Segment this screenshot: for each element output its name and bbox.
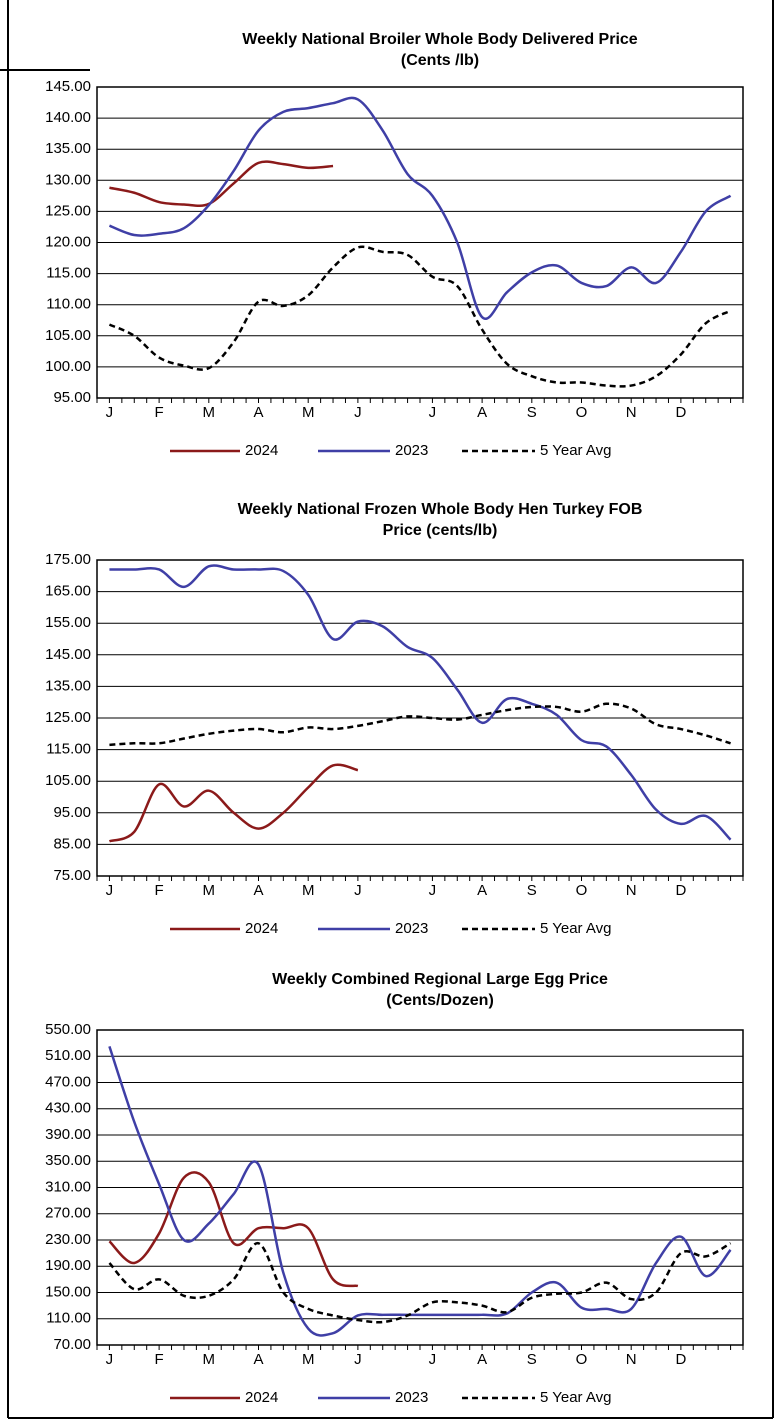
x-tick-label: F xyxy=(155,1351,164,1368)
y-tick-label: 175.00 xyxy=(45,551,91,568)
series-line xyxy=(109,564,732,841)
legend-label: 5 Year Avg xyxy=(540,920,611,937)
chart-title: (Cents/Dozen) xyxy=(386,992,494,1009)
x-tick-label: M xyxy=(302,882,315,899)
legend-label: 2023 xyxy=(395,920,428,937)
y-tick-label: 270.00 xyxy=(45,1205,91,1222)
x-tick-label: O xyxy=(576,882,588,899)
series-line xyxy=(108,1242,732,1324)
y-tick-label: 310.00 xyxy=(45,1178,91,1195)
legend-label: 2023 xyxy=(395,442,428,459)
x-tick-label: J xyxy=(106,1351,114,1368)
y-tick-label: 110.00 xyxy=(46,296,91,313)
x-tick-label: J xyxy=(106,404,114,421)
legend-label: 2024 xyxy=(245,1389,278,1406)
legend-label: 2023 xyxy=(395,1389,428,1406)
y-tick-label: 95.00 xyxy=(53,389,91,406)
y-tick-label: 350.00 xyxy=(45,1152,91,1169)
x-tick-label: O xyxy=(576,1351,588,1368)
x-tick-label: J xyxy=(354,404,362,421)
y-tick-label: 95.00 xyxy=(53,804,91,821)
legend-label: 5 Year Avg xyxy=(540,1389,611,1406)
x-tick-label: F xyxy=(155,404,164,421)
chart-title: Weekly National Broiler Whole Body Deliv… xyxy=(242,31,637,48)
x-tick-label: D xyxy=(675,1351,686,1368)
x-tick-label: J xyxy=(106,882,114,899)
x-tick-label: A xyxy=(477,882,487,899)
x-tick-label: J xyxy=(354,882,362,899)
x-tick-label: N xyxy=(626,1351,637,1368)
chart-title: Price (cents/lb) xyxy=(383,522,498,539)
x-tick-label: F xyxy=(155,882,164,899)
x-tick-label: J xyxy=(429,882,437,899)
x-tick-label: M xyxy=(203,1351,216,1368)
x-tick-label: M xyxy=(302,1351,315,1368)
y-tick-label: 110.00 xyxy=(46,1310,91,1327)
y-tick-label: 105.00 xyxy=(45,772,91,789)
y-tick-label: 145.00 xyxy=(45,646,91,663)
x-tick-label: D xyxy=(675,404,686,421)
y-tick-label: 135.00 xyxy=(45,677,91,694)
y-tick-label: 550.00 xyxy=(45,1021,91,1038)
series-line xyxy=(108,1046,732,1337)
legend-label: 2024 xyxy=(245,920,278,937)
series-line xyxy=(109,702,731,747)
y-tick-label: 190.00 xyxy=(45,1257,91,1274)
x-tick-label: A xyxy=(477,404,487,421)
x-tick-label: O xyxy=(576,404,588,421)
x-tick-label: M xyxy=(203,882,216,899)
x-tick-label: M xyxy=(302,404,315,421)
legend-label: 2024 xyxy=(245,442,278,459)
y-tick-label: 75.00 xyxy=(53,867,91,884)
x-tick-label: J xyxy=(429,1351,437,1368)
y-tick-label: 135.00 xyxy=(45,140,91,157)
y-tick-label: 70.00 xyxy=(53,1336,91,1353)
x-tick-label: N xyxy=(626,882,637,899)
series-line xyxy=(108,245,732,388)
y-tick-label: 100.00 xyxy=(45,358,91,375)
y-tick-label: 105.00 xyxy=(45,327,91,344)
series-line xyxy=(108,96,732,321)
x-tick-label: S xyxy=(527,1351,537,1368)
y-tick-label: 470.00 xyxy=(45,1073,91,1090)
series-line xyxy=(109,160,334,208)
x-tick-label: M xyxy=(203,404,216,421)
x-tick-label: J xyxy=(429,404,437,421)
chart-title: Weekly Combined Regional Large Egg Price xyxy=(272,971,608,988)
chart-title: (Cents /lb) xyxy=(401,52,479,69)
x-tick-label: N xyxy=(626,404,637,421)
y-tick-label: 230.00 xyxy=(45,1231,91,1248)
y-tick-label: 115.00 xyxy=(46,741,91,758)
y-tick-label: 125.00 xyxy=(45,202,91,219)
x-tick-label: S xyxy=(527,882,537,899)
y-tick-label: 430.00 xyxy=(45,1100,91,1117)
x-tick-label: J xyxy=(354,1351,362,1368)
y-tick-label: 155.00 xyxy=(45,614,91,631)
x-tick-label: D xyxy=(675,882,686,899)
y-tick-label: 510.00 xyxy=(45,1047,91,1064)
y-tick-label: 145.00 xyxy=(45,78,91,95)
y-tick-label: 390.00 xyxy=(45,1126,91,1143)
x-tick-label: A xyxy=(253,1351,263,1368)
y-tick-label: 150.00 xyxy=(45,1283,91,1300)
y-tick-label: 115.00 xyxy=(46,265,91,282)
x-tick-label: A xyxy=(253,404,263,421)
x-tick-label: A xyxy=(477,1351,487,1368)
series-line xyxy=(108,763,359,843)
y-tick-label: 85.00 xyxy=(53,835,91,852)
y-tick-label: 130.00 xyxy=(45,171,91,188)
legend-label: 5 Year Avg xyxy=(540,442,611,459)
y-tick-label: 120.00 xyxy=(45,233,91,250)
x-tick-label: A xyxy=(253,882,263,899)
y-tick-label: 125.00 xyxy=(45,709,91,726)
x-tick-label: S xyxy=(527,404,537,421)
series-line xyxy=(108,1171,359,1288)
y-tick-label: 165.00 xyxy=(45,583,91,600)
chart-title: Weekly National Frozen Whole Body Hen Tu… xyxy=(238,501,643,518)
y-tick-label: 140.00 xyxy=(45,109,91,126)
